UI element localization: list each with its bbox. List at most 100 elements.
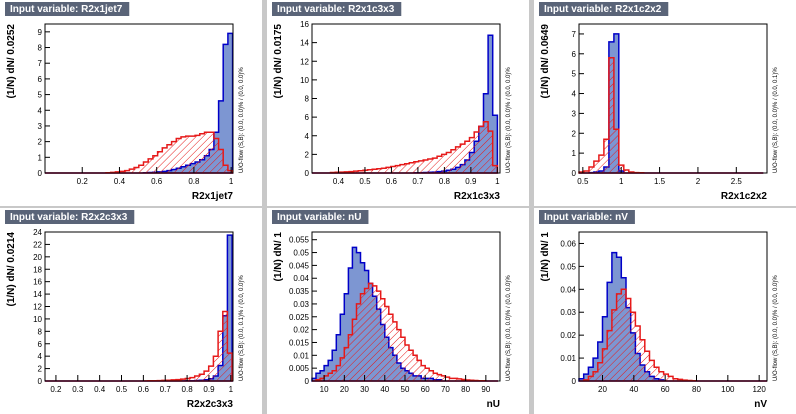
x-tick-label: 120 [752, 385, 766, 394]
x-tick-label: 0.4 [333, 177, 345, 186]
panel-background [534, 0, 796, 206]
histogram-panel: Input variable: R2x1c3x3 0 2 4 6 8 10 12 14 16 0.4… [267, 0, 529, 206]
x-tick-label: 80 [692, 385, 701, 394]
y-tick-label: 0.025 [289, 313, 310, 322]
y-tick-label: 6 [38, 340, 43, 349]
x-tick-label: 0.5 [359, 177, 371, 186]
y-tick-label: 9 [38, 28, 43, 37]
y-tick-label: 0 [38, 377, 43, 386]
background-histogram [312, 282, 498, 382]
y-axis-label: (1/N) dN/ 0.0649 [540, 24, 551, 99]
y-tick-label: 0 [572, 169, 577, 178]
x-tick-label: 0.5 [116, 385, 128, 394]
panel-title-box [272, 2, 402, 16]
y-tick-label: 6 [572, 50, 577, 59]
x-tick-label: 90 [481, 385, 490, 394]
panel-title: Input variable: R2x2c3x3 [10, 212, 128, 223]
y-tick-label: 14 [300, 39, 309, 48]
y-axis-label: (1/N) dN/ 1 [273, 232, 284, 282]
y-tick-label: 3 [38, 122, 43, 131]
x-tick-label: 0.8 [188, 177, 200, 186]
y-tick-label: 10 [300, 76, 309, 85]
y-axis-label: (1/N) dN/ 0.0252 [6, 24, 17, 99]
y-tick-label: 2 [305, 150, 310, 159]
y-tick-label: 4 [305, 132, 310, 141]
y-tick-label: 0.05 [560, 262, 576, 271]
x-tick-label: 1 [619, 177, 624, 186]
x-tick-label: 0.2 [77, 177, 89, 186]
y-tick-label: 1 [572, 149, 577, 158]
y-tick-label: 0.04 [560, 285, 576, 294]
panel-title-box [5, 2, 130, 16]
y-tick-label: 3 [572, 109, 577, 118]
x-tick-label: 0.7 [412, 177, 424, 186]
x-tick-label: 80 [461, 385, 470, 394]
y-tick-label: 8 [305, 95, 310, 104]
overflow-label: U/O-flow (S,B): (0.0, 0.0)% / (0.0, 0.0)… [506, 67, 512, 173]
y-tick-label: 0.01 [560, 354, 576, 363]
y-tick-label: 0.03 [560, 308, 576, 317]
y-tick-label: 4 [38, 106, 43, 115]
plot-frame [578, 23, 768, 174]
y-tick-label: 0.02 [560, 331, 576, 340]
y-tick-label: 7 [572, 30, 577, 39]
y-tick-label: 6 [38, 75, 43, 84]
y-tick-label: 5 [38, 91, 43, 100]
y-tick-label: 8 [38, 327, 43, 336]
y-tick-label: 0 [305, 169, 310, 178]
x-tick-label: 0.2 [50, 385, 62, 394]
panel-title: Input variable: nV [544, 212, 628, 223]
panel-title: Input variable: R2x1c3x3 [277, 4, 395, 15]
x-tick-label: 2 [696, 177, 701, 186]
y-tick-label: 14 [33, 290, 42, 299]
x-tick-label: 100 [721, 385, 735, 394]
x-tick-label: 0.8 [182, 385, 194, 394]
y-tick-label: 0.05 [293, 249, 309, 258]
y-tick-label: 5 [572, 70, 577, 79]
x-axis-label: R2x1jet7 [192, 191, 234, 202]
y-tick-label: 4 [38, 352, 43, 361]
x-axis-label: R2x1c2x2 [721, 191, 768, 202]
x-tick-label: 0.7 [160, 385, 172, 394]
y-tick-label: 12 [300, 57, 309, 66]
x-tick-label: 0.4 [114, 177, 126, 186]
panel-title: Input variable: R2x1jet7 [10, 4, 123, 15]
x-tick-label: 0.6 [386, 177, 398, 186]
x-tick-label: 0.3 [72, 385, 84, 394]
overflow-label: U/O-flow (S,B): (0.0, 0.0)% / (0.0, 0.0)… [239, 67, 245, 173]
x-axis-label: R2x1c3x3 [454, 191, 501, 202]
panel-title-box [272, 210, 369, 224]
histogram-panel: Input variable: R2x2c3x30246810121416182… [0, 208, 262, 414]
x-tick-label: 50 [401, 385, 410, 394]
y-tick-label: 0 [305, 377, 310, 386]
x-axis-label: nU [487, 399, 500, 410]
histogram-panel: Input variable: R2x1jet7 0 1 2 3 4 5 6 7 8 9 0.2 0.4… [0, 0, 262, 206]
y-tick-label: 0.015 [289, 338, 310, 347]
plot-frame [44, 23, 234, 174]
panel-title-box [539, 2, 669, 16]
x-tick-label: 0.6 [151, 177, 163, 186]
y-tick-label: 12 [33, 303, 42, 312]
panel-title: Input variable: R2x1c2x2 [544, 4, 662, 15]
x-tick-label: 2.5 [731, 177, 743, 186]
y-tick-label: 2 [38, 138, 43, 147]
x-tick-label: 60 [661, 385, 670, 394]
y-tick-label: 0.055 [289, 236, 310, 245]
overflow-label: U/O-flow (S,B): (0.0, 0.0)% / (0.0, 0.0)… [773, 275, 779, 381]
y-tick-label: 0.005 [289, 364, 310, 373]
histogram-panel: Input variable: R2x1c2x2 0 1 2 3 4 5 6 7 0.5 1 1.5 2… [534, 0, 796, 206]
y-tick-label: 0.02 [293, 326, 309, 335]
y-tick-label: 0 [572, 377, 577, 386]
y-tick-label: 18 [33, 265, 42, 274]
y-tick-label: 10 [33, 315, 42, 324]
y-tick-label: 0.03 [293, 300, 309, 309]
x-tick-label: 1 [229, 177, 234, 186]
x-tick-label: 70 [441, 385, 450, 394]
x-tick-label: 20 [598, 385, 607, 394]
x-tick-label: 0.9 [465, 177, 477, 186]
x-tick-label: 0.4 [94, 385, 106, 394]
panel-title-box [539, 210, 635, 224]
y-tick-label: 0.01 [293, 351, 309, 360]
x-tick-label: 0.6 [138, 385, 150, 394]
x-tick-label: 1 [495, 177, 500, 186]
